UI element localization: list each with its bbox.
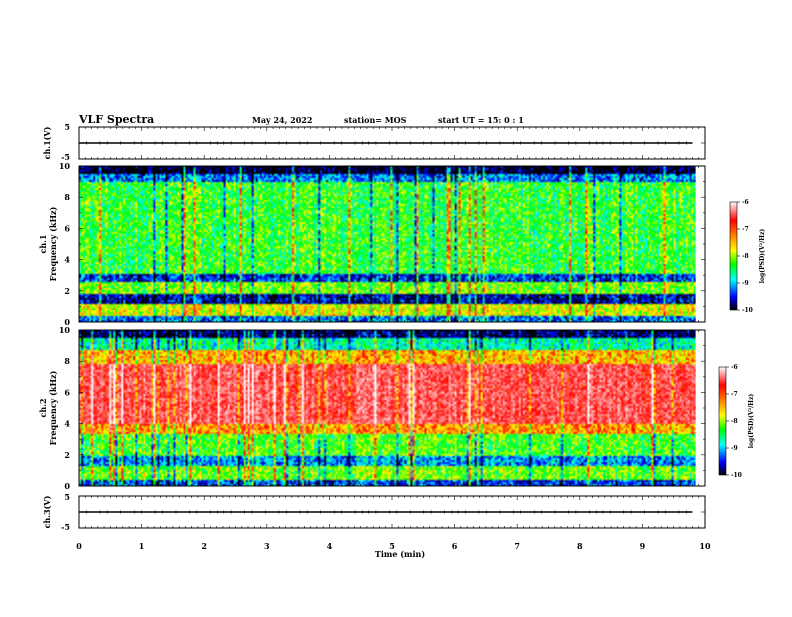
y-tick-label: 6 [64, 387, 70, 397]
y-tick-label: 4 [64, 419, 70, 429]
colorbar-tick-label: -6 [731, 364, 738, 371]
colorbar-ch2-label: log(PSD)(V²/Hz) [748, 394, 755, 449]
ch1-spectrogram-channel-label: ch.1 [38, 234, 48, 253]
time-axis-ticks: 0 1 2 3 4 5 6 7 8 9 10 [76, 127, 711, 551]
y-tick-label: 10 [59, 161, 71, 171]
colorbar-ch2: -6 -7 -8 -9 -10 log(PSD)(V²/Hz) [718, 364, 755, 479]
ch3-ytick-5: 5 [64, 492, 70, 502]
colorbar-ch2-ticks: -6 -7 -8 -9 -10 [726, 364, 742, 479]
colorbar-tick-label: -7 [742, 226, 749, 233]
x-tick-label: 5 [389, 541, 395, 551]
colorbar-ch1-ramp [729, 201, 738, 311]
ch1-ytick-5: 5 [64, 122, 70, 132]
ch2-spectrogram-channel-label: ch.2 [38, 398, 48, 417]
ch1-spectrogram-panel: 0 2 4 6 8 10 ch.1 Frequency (kHz) [38, 161, 706, 327]
x-tick-label: 3 [264, 541, 270, 551]
y-tick-label: 4 [64, 255, 70, 265]
y-tick-label: 10 [59, 325, 71, 335]
ch3-waveform-ylabel: ch.3(V) [42, 495, 52, 528]
colorbar-tick-label: -6 [742, 199, 749, 206]
ch2-spectrogram-panel: 0 2 4 6 8 10 ch.2 Frequency (kHz) [38, 325, 706, 491]
x-tick-label: 0 [76, 541, 82, 551]
x-tick-label: 8 [577, 541, 583, 551]
ch3-waveform-trace [78, 495, 705, 529]
ch3-waveform-panel: 5 -5 ch.3(V) [42, 492, 706, 532]
x-tick-label: 9 [640, 541, 646, 551]
y-tick-label: 6 [64, 223, 70, 233]
ch1-spectrogram-ylabel: Frequency (kHz) [48, 206, 58, 281]
colorbar-tick-label: -8 [742, 253, 749, 260]
x-tick-label: 2 [201, 541, 207, 551]
ch2-spectrogram-yticks: 0 2 4 6 8 10 [59, 325, 705, 491]
colorbar-tick-label: -10 [742, 307, 753, 314]
ch1-waveform-ylabel: ch.1(V) [42, 126, 52, 159]
start-time-label: start UT = 15: 0 : 1 [438, 115, 524, 125]
colorbar-tick-label: -7 [731, 391, 738, 398]
y-tick-label: 0 [64, 317, 70, 327]
colorbar-tick-label: -9 [731, 445, 738, 452]
ch1-waveform-panel: 5 -5 ch.1(V) [42, 122, 706, 162]
colorbar-ch2-ramp [718, 366, 727, 476]
figure-title: VLF Spectra [78, 113, 154, 126]
ch1-spectrogram-yticks: 0 2 4 6 8 10 [59, 161, 705, 327]
colorbar-tick-label: -10 [731, 472, 742, 479]
colorbar-tick-label: -9 [742, 280, 749, 287]
ch1-spectrogram-image [79, 166, 696, 322]
colorbar-ch1: -6 -7 -8 -9 -10 log(PSD)(V²/Hz) [729, 199, 766, 314]
ch1-ytick-neg5: -5 [61, 152, 70, 162]
y-tick-label: 8 [64, 192, 70, 202]
colorbar-ch1-label: log(PSD)(V²/Hz) [759, 229, 766, 284]
colorbar-ch1-ticks: -6 -7 -8 -9 -10 [737, 199, 753, 314]
x-tick-label: 10 [699, 541, 711, 551]
x-tick-label: 6 [452, 541, 458, 551]
ch3-ytick-neg5: -5 [61, 522, 70, 532]
x-tick-label: 7 [514, 541, 520, 551]
x-tick-label: 4 [327, 541, 333, 551]
y-tick-label: 2 [64, 450, 70, 460]
ch2-spectrogram-ylabel: Frequency (kHz) [48, 370, 58, 445]
ch1-waveform-trace [78, 126, 705, 160]
x-tick-label: 1 [139, 541, 145, 551]
ch2-spectrogram-image [79, 330, 696, 486]
y-tick-label: 0 [64, 481, 70, 491]
y-tick-label: 8 [64, 356, 70, 366]
date-label: May 24, 2022 [252, 115, 312, 125]
station-label: station= MOS [344, 115, 407, 125]
time-axis-label: Time (min) [375, 549, 425, 559]
y-tick-label: 2 [64, 286, 70, 296]
colorbar-tick-label: -8 [731, 418, 738, 425]
